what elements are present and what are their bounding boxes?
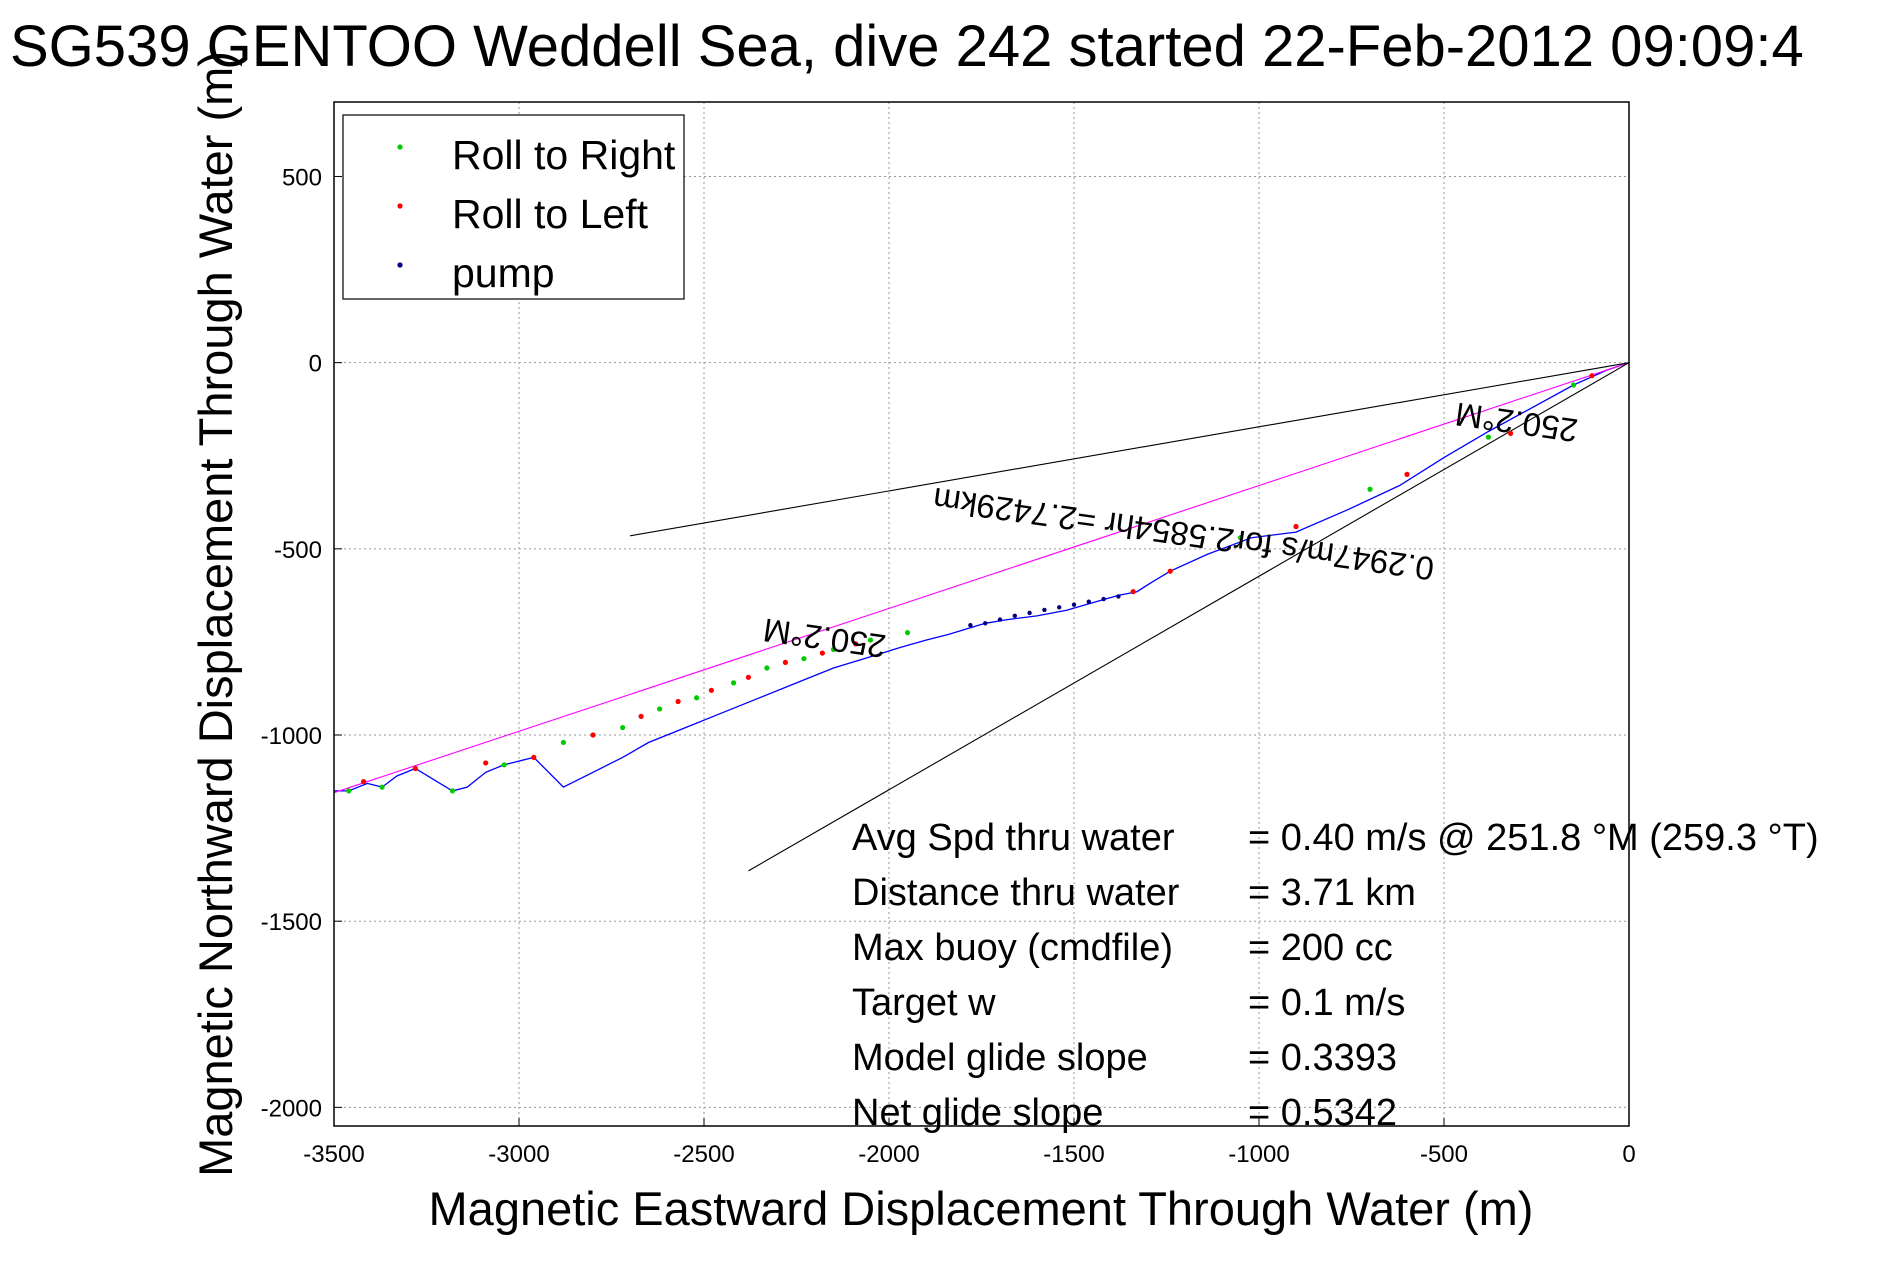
pump-point (1101, 596, 1106, 602)
stat-label: Model glide slope (852, 1037, 1148, 1079)
roll-right-point (560, 739, 567, 746)
pump-point (968, 622, 973, 628)
roll-right-point (449, 788, 455, 794)
x-tick-label: -2500 (673, 1141, 734, 1168)
roll-right-point (867, 637, 874, 643)
stat-label: Target w (852, 982, 996, 1024)
stat-label: Max buoy (cmdfile) (852, 927, 1173, 969)
roll-right-point (657, 706, 663, 712)
series-layer (333, 362, 1630, 872)
y-tick-label: -1000 (261, 723, 322, 750)
roll-right-point (904, 630, 911, 636)
roll-left-point (590, 732, 596, 738)
legend-items: Roll to Right Roll to Left pump (397, 132, 676, 296)
roll-left-point (1167, 568, 1173, 574)
x-tick-label: -3000 (488, 1141, 549, 1168)
stat-label: Avg Spd thru water (852, 817, 1175, 859)
roll-right-point (694, 695, 700, 701)
roll-right-point (379, 784, 385, 790)
y-tick-label: 0 (309, 351, 322, 378)
roll-right-point (1237, 535, 1244, 541)
heading-line (333, 362, 1630, 794)
stat-value: = 0.40 m/s @ 251.8 °M (259.3 °T) (1248, 817, 1819, 859)
x-tick-label: -1500 (1043, 1141, 1104, 1168)
y-tick-label: -500 (274, 537, 322, 564)
plot-frame (333, 101, 1630, 1127)
roll-right-point (1570, 382, 1577, 388)
roll-left-point (675, 698, 681, 705)
stats-block: Avg Spd thru water = 0.40 m/s @ 251.8 °M … (852, 817, 1819, 1134)
x-tick-label: 0 (1622, 1141, 1635, 1168)
x-tick-label: -500 (1420, 1141, 1468, 1168)
roll-left-point (745, 674, 752, 680)
roll-right-point (501, 762, 507, 768)
stat-label: Distance thru water (852, 872, 1180, 914)
stat-value: = 3.71 km (1248, 872, 1416, 914)
roll-right-point (764, 665, 770, 671)
legend-marker (397, 203, 403, 209)
stat-value: = 200 cc (1248, 927, 1393, 969)
roll-left-point (361, 778, 367, 785)
roll-left-point (1293, 523, 1299, 530)
legend-label: Roll to Left (452, 191, 649, 237)
current-upper-line (629, 362, 1630, 537)
x-tick-label: -3500 (303, 1141, 364, 1168)
x-tick-label: -2000 (858, 1141, 919, 1168)
roll-left-point (1130, 589, 1136, 595)
roll-left-point (638, 713, 644, 720)
y-ticks: 500 0 -500 -1000 -1500 -2000 (261, 164, 342, 1122)
pump-point (1057, 605, 1062, 610)
roll-left-point (782, 659, 789, 666)
y-tick-label: -2000 (261, 1095, 322, 1122)
roll-left-point (1589, 373, 1595, 379)
stat-value: = 0.5342 (1248, 1092, 1397, 1134)
pump-point (1027, 610, 1032, 616)
y-tick-label: -1500 (261, 909, 322, 936)
x-axis-label: Magnetic Eastward Displacement Through W… (429, 1182, 1534, 1235)
legend: Roll to Right Roll to Left pump (342, 114, 685, 300)
x-tick-label: -1000 (1228, 1141, 1289, 1168)
roll-left-point (708, 687, 715, 693)
roll-right-point (731, 680, 737, 686)
roll-left-point (853, 641, 859, 647)
roll-left-point (1508, 430, 1514, 437)
roll-left-point (483, 760, 489, 766)
legend-label: pump (452, 250, 555, 296)
roll-right-point (801, 656, 807, 662)
roll-right-point (346, 788, 352, 794)
y-axis-label: Magnetic Northward Displacement Through … (189, 51, 242, 1177)
pump-point (1042, 607, 1047, 613)
stat-value: = 0.1 m/s (1248, 982, 1405, 1024)
track-line (334, 362, 1630, 792)
roll-right-point (830, 646, 837, 652)
pump-point (997, 617, 1003, 622)
legend-marker (397, 144, 403, 150)
stat-label: Net glide slope (852, 1092, 1103, 1134)
roll-left-point (531, 754, 537, 760)
pump-point (983, 621, 988, 626)
legend-marker (397, 262, 403, 268)
pump-point (1012, 613, 1017, 619)
pump-point (1116, 594, 1121, 599)
roll-left-point (1404, 471, 1410, 477)
roll-right-point (1485, 434, 1491, 440)
stat-value: = 0.3393 (1248, 1037, 1397, 1079)
roll-right-point (1367, 486, 1373, 492)
roll-left-point (412, 765, 418, 772)
chart-title: SG539 GENTOO Weddell Sea, dive 242 start… (10, 14, 1804, 79)
x-ticks: -3500 -3000 -2500 -2000 -1500 -1000 -500 0 (303, 1118, 1636, 1168)
roll-right-point (620, 724, 626, 731)
roll-left-point (819, 650, 826, 656)
legend-label: Roll to Right (452, 132, 676, 178)
current-lower-line (748, 362, 1630, 872)
pump-point (1071, 602, 1077, 607)
pump-point (1086, 599, 1092, 604)
y-tick-label: 500 (282, 164, 322, 191)
